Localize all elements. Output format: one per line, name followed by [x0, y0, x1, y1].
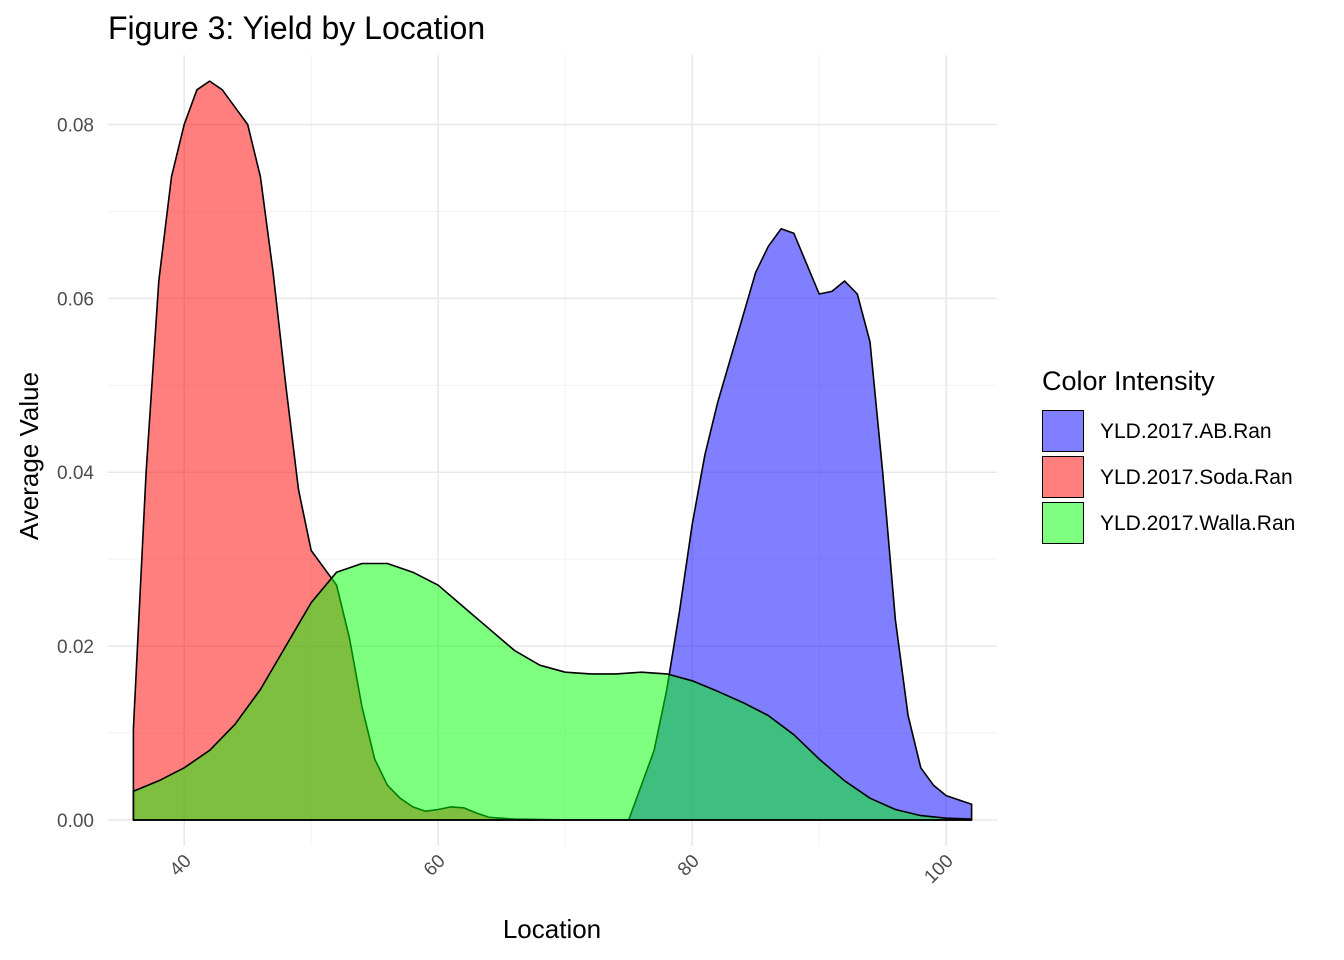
legend-label: YLD.2017.Soda.Ran	[1100, 466, 1293, 489]
y-axis-title: Average Value	[14, 372, 44, 540]
chart-title: Figure 3: Yield by Location	[108, 10, 486, 46]
y-tick-label: 0.00	[57, 811, 94, 832]
legend-title: Color Intensity	[1042, 366, 1215, 396]
legend-label: YLD.2017.Walla.Ran	[1100, 512, 1296, 535]
x-axis-title: Location	[503, 914, 601, 944]
legend-label: YLD.2017.AB.Ran	[1100, 420, 1272, 443]
y-tick-label: 0.08	[57, 116, 94, 137]
y-axis-ticks: 0.00 0.02 0.04 0.06 0.08	[57, 116, 94, 832]
y-tick-label: 0.04	[57, 463, 94, 484]
x-tick-label: 100	[920, 851, 957, 888]
x-tick-label: 60	[420, 851, 450, 881]
legend-swatch	[1042, 410, 1084, 452]
x-axis-ticks: 40 60 80 100	[166, 851, 958, 888]
y-tick-label: 0.02	[57, 637, 94, 658]
density-area-yld-2017-walla-ran	[132, 562, 973, 821]
density-areas	[132, 80, 973, 821]
y-tick-label: 0.06	[57, 289, 94, 310]
x-tick-label: 40	[166, 851, 196, 881]
legend-swatch	[1042, 456, 1084, 498]
x-tick-label: 80	[674, 851, 704, 881]
legend-swatch	[1042, 502, 1084, 544]
